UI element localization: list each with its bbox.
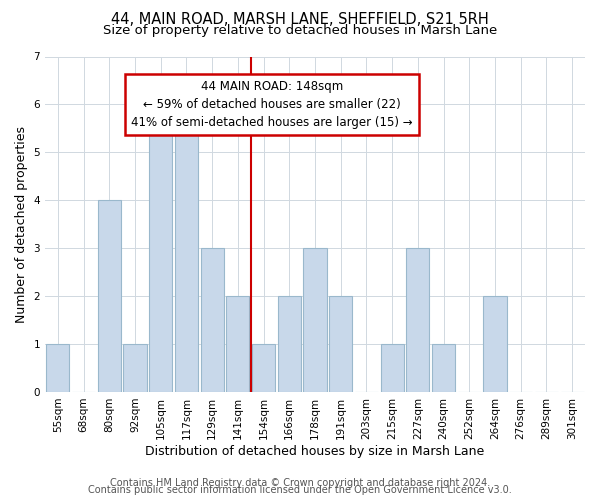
X-axis label: Distribution of detached houses by size in Marsh Lane: Distribution of detached houses by size … [145,444,485,458]
Text: Contains HM Land Registry data © Crown copyright and database right 2024.: Contains HM Land Registry data © Crown c… [110,478,490,488]
Y-axis label: Number of detached properties: Number of detached properties [15,126,28,322]
Text: Size of property relative to detached houses in Marsh Lane: Size of property relative to detached ho… [103,24,497,37]
Bar [484,296,506,392]
Bar [124,344,146,392]
Bar [46,344,70,392]
Bar [329,296,352,392]
Bar [98,200,121,392]
Bar [252,344,275,392]
Bar [406,248,430,392]
Bar [200,248,224,392]
Bar [226,296,250,392]
Bar [304,248,326,392]
Bar [380,344,404,392]
Text: 44 MAIN ROAD: 148sqm
← 59% of detached houses are smaller (22)
41% of semi-detac: 44 MAIN ROAD: 148sqm ← 59% of detached h… [131,80,413,129]
Bar [149,104,172,392]
Bar [175,104,198,392]
Text: 44, MAIN ROAD, MARSH LANE, SHEFFIELD, S21 5RH: 44, MAIN ROAD, MARSH LANE, SHEFFIELD, S2… [111,12,489,28]
Bar [432,344,455,392]
Bar [278,296,301,392]
Text: Contains public sector information licensed under the Open Government Licence v3: Contains public sector information licen… [88,485,512,495]
